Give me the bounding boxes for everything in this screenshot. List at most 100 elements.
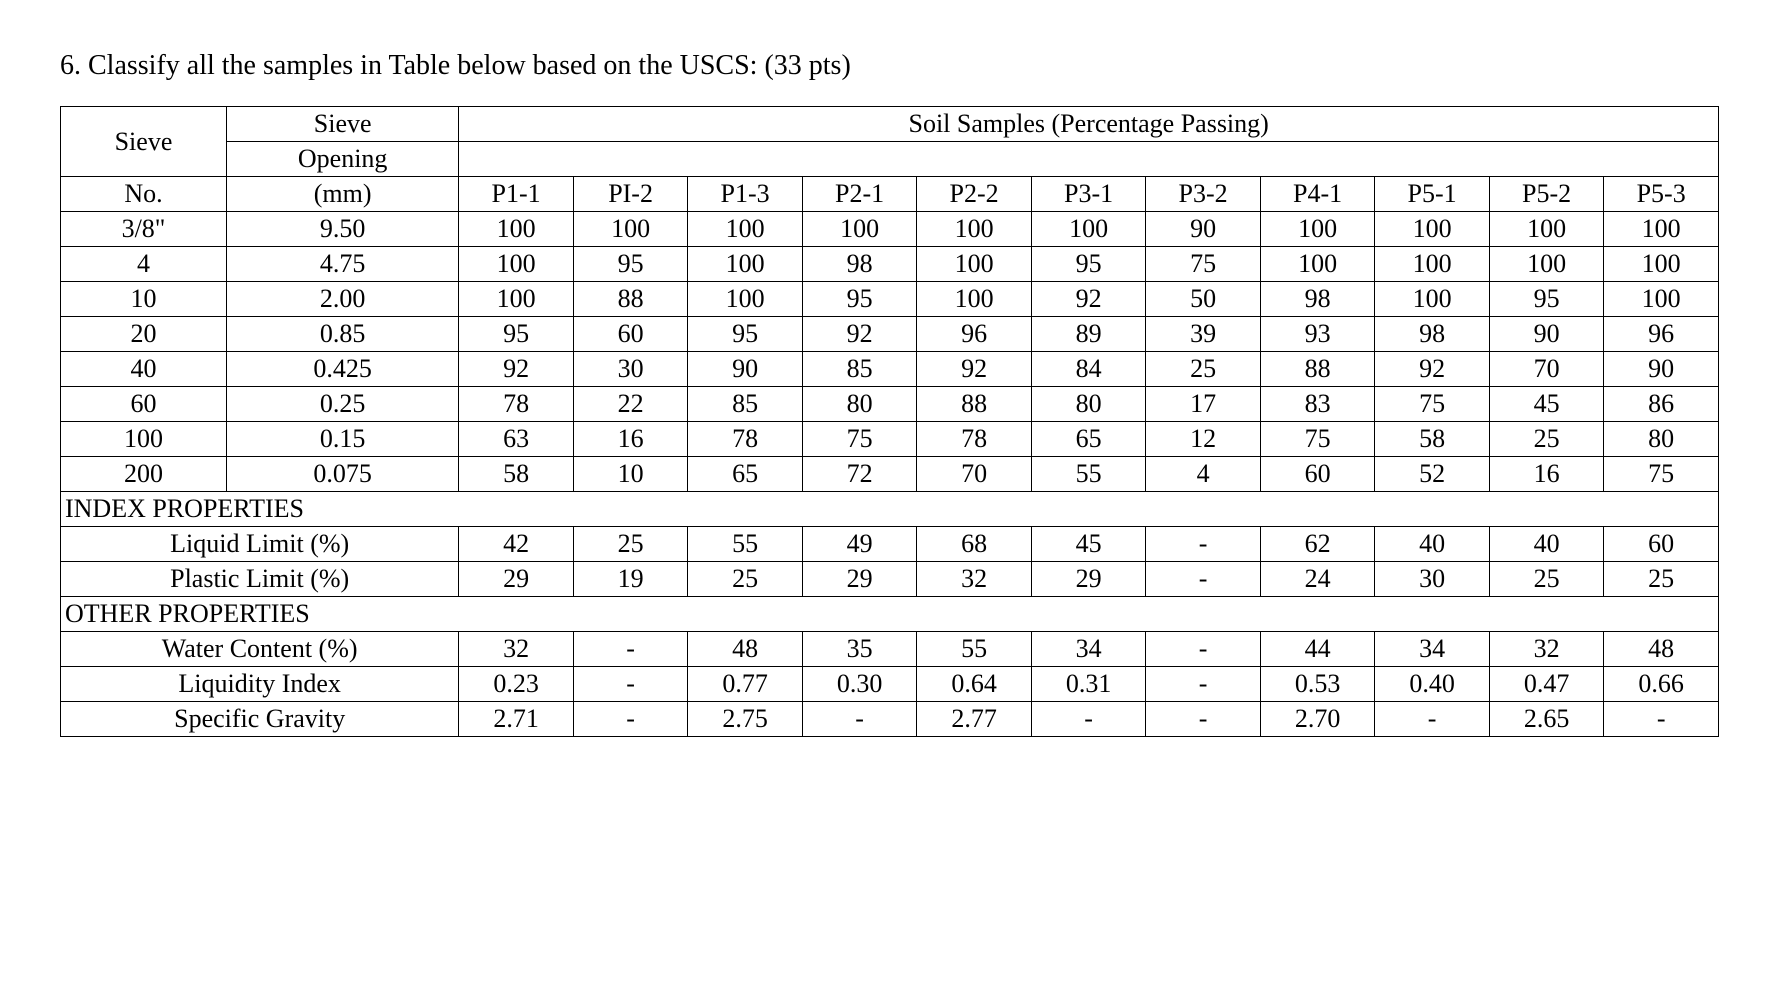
- property-label: Liquidity Index: [61, 667, 459, 702]
- data-cell: 90: [1604, 352, 1719, 387]
- data-cell: 100: [1031, 212, 1146, 247]
- header-sample-id: P5-2: [1489, 177, 1604, 212]
- table-row: 60 0.257822858088801783754586: [61, 387, 1719, 422]
- table-row: 100 0.156316787578651275582580: [61, 422, 1719, 457]
- data-cell: 4: [1146, 457, 1261, 492]
- data-cell: -: [573, 667, 688, 702]
- data-cell: 52: [1375, 457, 1490, 492]
- sieve-no-cell: 40: [61, 352, 227, 387]
- data-cell: 65: [1031, 422, 1146, 457]
- data-cell: 32: [1489, 632, 1604, 667]
- table-row: 40 0.4259230908592842588927090: [61, 352, 1719, 387]
- data-cell: 92: [917, 352, 1032, 387]
- data-cell: 30: [573, 352, 688, 387]
- sieve-no-cell: 200: [61, 457, 227, 492]
- data-cell: 100: [917, 247, 1032, 282]
- section-header-other: OTHER PROPERTIES: [61, 597, 1719, 632]
- header-samples-title: Soil Samples (Percentage Passing): [459, 107, 1719, 142]
- data-cell: 48: [688, 632, 803, 667]
- data-cell: 90: [1146, 212, 1261, 247]
- data-cell: -: [1146, 527, 1261, 562]
- header-sample-id: P4-1: [1260, 177, 1375, 212]
- data-cell: 29: [1031, 562, 1146, 597]
- data-cell: 44: [1260, 632, 1375, 667]
- data-cell: 100: [1260, 212, 1375, 247]
- data-cell: 96: [917, 317, 1032, 352]
- data-cell: 100: [1604, 247, 1719, 282]
- sieve-mm-cell: 4.75: [226, 247, 458, 282]
- data-cell: 78: [688, 422, 803, 457]
- data-cell: 0.47: [1489, 667, 1604, 702]
- data-cell: 25: [1489, 422, 1604, 457]
- header-sample-id: P2-1: [802, 177, 917, 212]
- data-cell: 100: [1489, 247, 1604, 282]
- data-cell: 2.65: [1489, 702, 1604, 737]
- data-cell: -: [1146, 702, 1261, 737]
- header-sample-id: P5-3: [1604, 177, 1719, 212]
- data-cell: 100: [459, 282, 574, 317]
- data-cell: 55: [917, 632, 1032, 667]
- data-cell: 30: [1375, 562, 1490, 597]
- data-cell: 100: [917, 282, 1032, 317]
- header-sieve-opening-mid: Opening: [226, 142, 458, 177]
- data-cell: 92: [802, 317, 917, 352]
- data-cell: 2.75: [688, 702, 803, 737]
- data-cell: 68: [917, 527, 1032, 562]
- data-cell: 100: [1604, 282, 1719, 317]
- data-cell: 32: [459, 632, 574, 667]
- data-cell: 100: [917, 212, 1032, 247]
- data-cell: 75: [1260, 422, 1375, 457]
- data-cell: 40: [1489, 527, 1604, 562]
- data-cell: 88: [573, 282, 688, 317]
- data-cell: 34: [1031, 632, 1146, 667]
- header-samples-blank: [459, 142, 1719, 177]
- data-cell: 86: [1604, 387, 1719, 422]
- sieve-mm-cell: 0.425: [226, 352, 458, 387]
- data-cell: 95: [1031, 247, 1146, 282]
- data-cell: 55: [688, 527, 803, 562]
- data-cell: 0.77: [688, 667, 803, 702]
- header-sieve-opening-sub: (mm): [226, 177, 458, 212]
- data-cell: 75: [1146, 247, 1261, 282]
- sieve-no-cell: 20: [61, 317, 227, 352]
- sieve-mm-cell: 0.15: [226, 422, 458, 457]
- data-cell: 75: [802, 422, 917, 457]
- data-cell: 0.53: [1260, 667, 1375, 702]
- data-cell: 100: [688, 247, 803, 282]
- table-row: Water Content (%)32-48355534-44343248: [61, 632, 1719, 667]
- data-cell: 29: [802, 562, 917, 597]
- data-cell: -: [1146, 667, 1261, 702]
- data-cell: 98: [802, 247, 917, 282]
- header-sample-id: PI-2: [573, 177, 688, 212]
- table-row: 4 4.7510095100981009575100100100100: [61, 247, 1719, 282]
- data-cell: 98: [1375, 317, 1490, 352]
- data-cell: 85: [802, 352, 917, 387]
- data-cell: 100: [802, 212, 917, 247]
- data-cell: 17: [1146, 387, 1261, 422]
- data-cell: 60: [573, 317, 688, 352]
- data-cell: 19: [573, 562, 688, 597]
- data-cell: 100: [1260, 247, 1375, 282]
- data-cell: 62: [1260, 527, 1375, 562]
- data-cell: 50: [1146, 282, 1261, 317]
- header-sample-id: P5-1: [1375, 177, 1490, 212]
- sieve-mm-cell: 0.25: [226, 387, 458, 422]
- data-cell: 10: [573, 457, 688, 492]
- data-cell: 100: [688, 282, 803, 317]
- data-cell: 83: [1260, 387, 1375, 422]
- data-cell: 70: [917, 457, 1032, 492]
- table-row: 200 0.075581065727055460521675: [61, 457, 1719, 492]
- data-cell: 16: [573, 422, 688, 457]
- data-cell: 2.71: [459, 702, 574, 737]
- data-cell: 93: [1260, 317, 1375, 352]
- data-cell: 80: [1604, 422, 1719, 457]
- table-row: Plastic Limit (%)291925293229-24302525: [61, 562, 1719, 597]
- data-cell: 75: [1375, 387, 1490, 422]
- header-sieve-opening: Sieve: [226, 107, 458, 142]
- data-cell: -: [1146, 562, 1261, 597]
- table-row: Liquid Limit (%)422555496845-62404060: [61, 527, 1719, 562]
- header-sample-id: P3-1: [1031, 177, 1146, 212]
- soil-table: Sieve Sieve Soil Samples (Percentage Pas…: [60, 106, 1719, 737]
- data-cell: 2.70: [1260, 702, 1375, 737]
- data-cell: 80: [802, 387, 917, 422]
